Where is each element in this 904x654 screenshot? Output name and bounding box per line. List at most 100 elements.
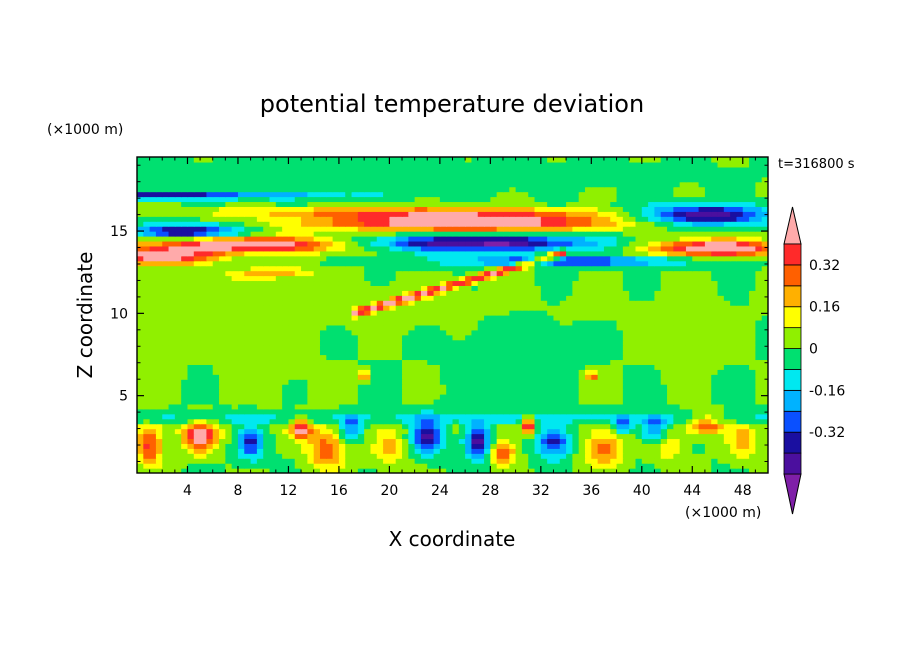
field-cell	[521, 250, 529, 257]
field-cell	[225, 231, 233, 237]
field-cell	[749, 334, 756, 341]
field-cell	[414, 448, 422, 454]
field-cell	[370, 364, 378, 370]
field-cell	[660, 408, 668, 415]
field-cell	[364, 428, 372, 435]
field-cell	[610, 334, 618, 341]
field-cell	[553, 290, 561, 296]
field-cell	[730, 250, 738, 257]
field-cell	[515, 231, 523, 237]
field-cell	[301, 364, 308, 370]
field-cell	[667, 226, 674, 232]
field-cell	[591, 334, 599, 341]
field-cell	[313, 423, 321, 430]
field-cell	[692, 275, 700, 282]
field-cell	[509, 384, 517, 390]
field-cell	[660, 453, 668, 459]
field-cell	[685, 270, 693, 277]
field-cell	[219, 408, 226, 415]
field-cell	[660, 428, 668, 435]
field-cell	[648, 344, 656, 351]
field-cell	[629, 275, 637, 282]
field-cell	[332, 468, 340, 473]
field-cell	[181, 324, 189, 331]
field-cell	[282, 458, 290, 464]
field-cell	[704, 310, 712, 316]
field-cell	[704, 394, 712, 400]
field-cell	[660, 255, 668, 262]
field-cell	[244, 315, 252, 321]
field-cell	[755, 389, 763, 395]
field-cell	[502, 295, 510, 301]
field-cell	[225, 423, 233, 430]
field-cell	[200, 379, 208, 385]
field-cell	[685, 359, 693, 365]
field-cell	[553, 364, 561, 370]
field-cell	[250, 433, 258, 440]
field-cell	[761, 300, 768, 306]
field-cell	[559, 379, 567, 385]
field-cell	[509, 398, 517, 405]
field-cell	[484, 305, 491, 311]
field-cell	[616, 354, 624, 361]
field-cell	[616, 240, 624, 247]
field-cell	[137, 463, 144, 469]
field-cell	[603, 310, 611, 316]
field-cell	[212, 438, 220, 444]
field-cell	[187, 379, 195, 385]
field-cell	[137, 448, 144, 454]
field-cell	[547, 260, 555, 267]
field-cell	[168, 231, 176, 237]
field-cell	[275, 270, 283, 277]
field-cell	[496, 398, 504, 405]
field-cell	[357, 413, 365, 420]
field-cell	[730, 280, 738, 286]
field-cell	[559, 226, 567, 232]
field-cell	[673, 413, 681, 420]
field-cell	[357, 270, 365, 277]
field-cell	[484, 448, 491, 454]
field-cell	[521, 236, 529, 242]
field-cell	[521, 300, 529, 306]
field-cell	[742, 428, 750, 435]
field-cell	[559, 334, 567, 341]
field-cell	[736, 275, 744, 282]
field-cell	[364, 359, 372, 365]
field-cell	[206, 329, 214, 336]
field-cell	[364, 310, 372, 316]
field-cell	[553, 463, 561, 469]
field-cell	[736, 344, 744, 351]
field-cell	[439, 265, 447, 272]
field-cell	[193, 285, 201, 291]
field-cell	[465, 374, 473, 380]
field-cell	[376, 374, 384, 380]
field-cell	[174, 265, 182, 272]
field-cell	[673, 270, 681, 277]
field-cell	[149, 359, 157, 365]
field-cell	[174, 305, 182, 311]
field-cell	[376, 255, 384, 262]
field-cell	[364, 468, 372, 473]
field-cell	[155, 428, 163, 435]
field-cell	[534, 290, 542, 296]
field-cell	[540, 231, 548, 237]
field-cell	[591, 379, 599, 385]
field-cell	[212, 364, 220, 370]
field-cell	[256, 408, 264, 415]
field-cell	[477, 339, 485, 346]
field-cell	[187, 458, 195, 464]
field-cell	[622, 315, 630, 321]
field-cell	[704, 443, 712, 449]
field-cell	[597, 245, 605, 252]
field-cell	[685, 354, 693, 361]
field-cell	[667, 458, 674, 464]
field-cell	[648, 324, 656, 331]
field-cell	[559, 285, 567, 291]
field-cell	[250, 231, 258, 237]
field-cell	[471, 413, 479, 420]
field-cell	[269, 369, 277, 375]
field-cell	[553, 250, 561, 257]
field-cell	[742, 275, 750, 282]
field-cell	[383, 265, 390, 272]
field-cell	[168, 433, 176, 440]
